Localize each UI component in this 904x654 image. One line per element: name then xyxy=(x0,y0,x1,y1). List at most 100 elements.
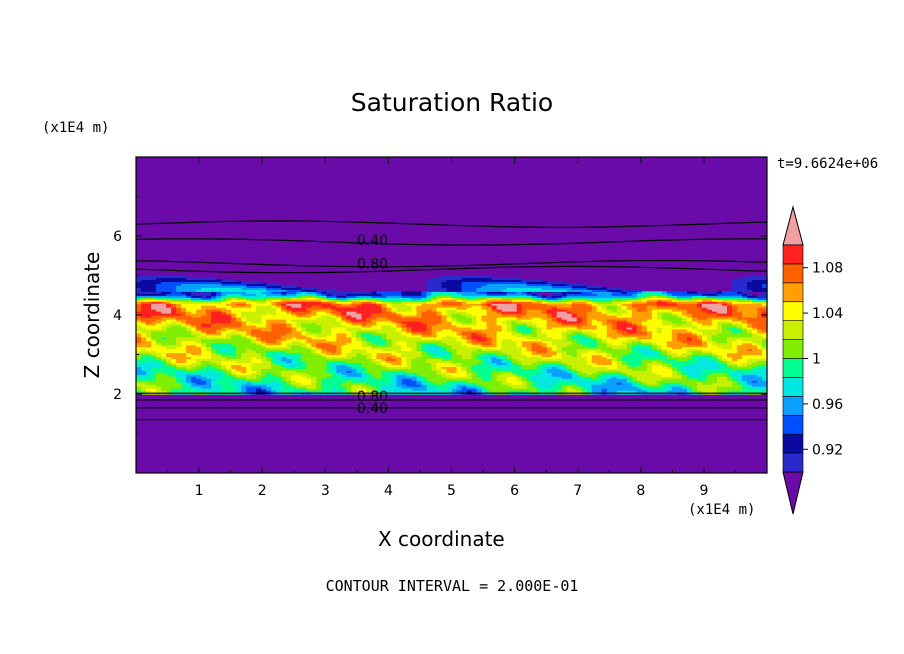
field-cell xyxy=(236,384,242,387)
field-cell xyxy=(371,340,377,344)
field-cell xyxy=(441,336,448,340)
field-cell xyxy=(351,362,357,365)
field-cell xyxy=(346,350,352,354)
field-cell xyxy=(406,342,413,346)
field-cell xyxy=(241,390,247,393)
field-cell xyxy=(151,386,157,389)
field-cell xyxy=(331,344,337,348)
field-cell xyxy=(266,316,272,320)
field-cell xyxy=(406,332,413,336)
field-cell xyxy=(386,384,393,387)
field-cell xyxy=(761,364,768,367)
field-cell xyxy=(451,338,458,342)
field-cell xyxy=(381,390,387,393)
field-cell xyxy=(176,370,182,373)
field-cell xyxy=(241,320,247,324)
field-cell xyxy=(296,352,302,356)
field-cell xyxy=(746,334,753,338)
field-cell xyxy=(586,338,593,342)
field-cell xyxy=(216,344,222,348)
field-cell xyxy=(401,362,408,365)
field-cell xyxy=(756,388,763,391)
field-cell xyxy=(691,346,698,350)
field-cell xyxy=(371,324,377,328)
field-cell xyxy=(666,378,673,381)
field-cell xyxy=(551,350,558,354)
field-cell xyxy=(456,342,463,346)
field-cell xyxy=(551,318,558,322)
field-cell xyxy=(746,330,753,334)
field-cell xyxy=(736,316,743,320)
field-cell xyxy=(596,326,603,330)
field-cell xyxy=(706,324,713,328)
field-cell xyxy=(601,340,608,344)
field-cell xyxy=(621,346,628,350)
field-cell xyxy=(186,346,192,350)
field-cell xyxy=(751,380,758,383)
field-cell xyxy=(731,372,738,375)
field-cell xyxy=(676,368,683,371)
field-cell xyxy=(366,318,372,322)
field-cell xyxy=(606,320,613,324)
field-cell xyxy=(181,374,187,377)
field-cell xyxy=(196,334,202,338)
field-cell xyxy=(276,362,282,365)
field-cell xyxy=(606,354,613,358)
field-cell xyxy=(176,390,182,393)
field-cell xyxy=(376,336,382,340)
field-cell xyxy=(211,326,217,330)
field-cell xyxy=(341,342,347,346)
field-cell xyxy=(406,390,413,393)
field-cell xyxy=(161,330,167,334)
field-cell xyxy=(426,315,433,318)
field-cell xyxy=(656,366,663,369)
field-cell xyxy=(351,338,357,342)
field-cell xyxy=(226,386,232,389)
field-cell xyxy=(386,374,393,377)
field-cell xyxy=(406,366,413,369)
field-cell xyxy=(261,368,267,371)
field-cell xyxy=(201,348,207,352)
field-cell xyxy=(206,320,212,324)
field-cell xyxy=(496,370,503,373)
field-cell xyxy=(666,348,673,352)
field-cell xyxy=(611,350,618,354)
field-cell xyxy=(671,382,678,385)
field-cell xyxy=(666,340,673,344)
field-cell xyxy=(756,350,763,354)
field-cell xyxy=(651,374,658,377)
field-cell xyxy=(741,328,748,332)
field-cell xyxy=(441,338,448,342)
field-cell xyxy=(146,368,152,371)
field-cell xyxy=(156,350,162,354)
field-cell xyxy=(626,386,633,389)
field-cell xyxy=(296,318,302,322)
field-cell xyxy=(466,316,473,320)
field-cell xyxy=(356,386,362,389)
field-cell xyxy=(286,348,292,352)
field-cell xyxy=(136,370,142,373)
field-cell xyxy=(646,352,653,356)
field-cell xyxy=(331,348,337,352)
field-cell xyxy=(136,372,142,375)
field-cell xyxy=(666,390,673,393)
field-cell xyxy=(281,346,287,350)
field-cell xyxy=(181,344,187,348)
field-cell xyxy=(666,346,673,350)
field-cell xyxy=(641,354,648,358)
field-cell xyxy=(476,362,483,365)
field-cell xyxy=(711,324,718,328)
field-cell xyxy=(571,380,578,383)
field-cell xyxy=(376,364,382,367)
field-cell xyxy=(376,316,382,320)
field-cell xyxy=(251,334,257,338)
field-cell xyxy=(576,316,583,320)
field-cell xyxy=(456,368,463,371)
field-cell xyxy=(421,350,428,354)
field-cell xyxy=(191,362,197,365)
field-cell xyxy=(556,360,563,363)
field-cell xyxy=(226,330,232,334)
field-cell xyxy=(381,338,387,342)
field-cell xyxy=(566,376,573,379)
field-cell xyxy=(641,348,648,352)
